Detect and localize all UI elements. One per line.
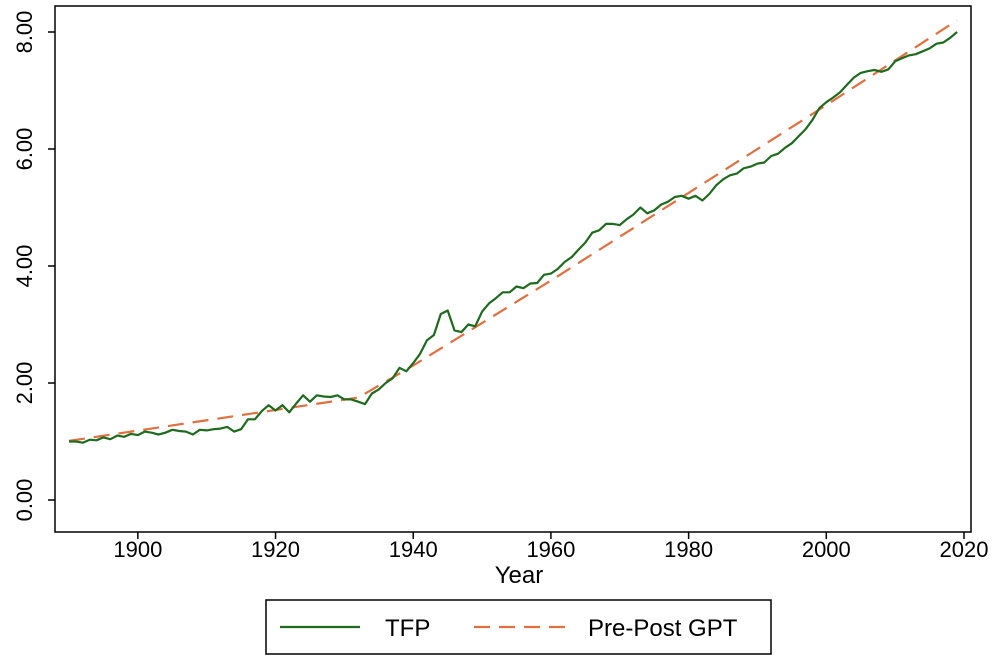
x-tick-label: 1920 xyxy=(251,537,300,562)
legend-label-pre-post-gpt: Pre-Post GPT xyxy=(588,615,738,642)
x-tick-label: 1900 xyxy=(113,537,162,562)
x-axis: 1900 1920 1940 1960 1980 2000 2020 xyxy=(113,532,988,562)
series-line-tfp xyxy=(69,31,958,444)
legend-label-tfp: TFP xyxy=(385,615,430,642)
plot-frame xyxy=(54,5,972,533)
series-layer xyxy=(68,19,958,444)
x-tick-label: 2020 xyxy=(940,537,989,562)
x-tick-label: 1940 xyxy=(389,537,438,562)
y-tick-label: 2.00 xyxy=(12,362,37,405)
x-tick-label: 1980 xyxy=(664,537,713,562)
legend: TFP Pre-Post GPT xyxy=(265,599,772,655)
x-tick-label: 2000 xyxy=(802,537,851,562)
y-tick-label: 6.00 xyxy=(12,128,37,171)
x-tick-label: 1960 xyxy=(526,537,575,562)
y-tick-label: 8.00 xyxy=(12,11,37,54)
y-axis: 0.00 2.00 4.00 6.00 8.00 xyxy=(12,11,55,522)
y-tick-label: 4.00 xyxy=(12,245,37,288)
y-tick-label: 0.00 xyxy=(12,479,37,522)
x-axis-title: Year xyxy=(495,562,544,589)
